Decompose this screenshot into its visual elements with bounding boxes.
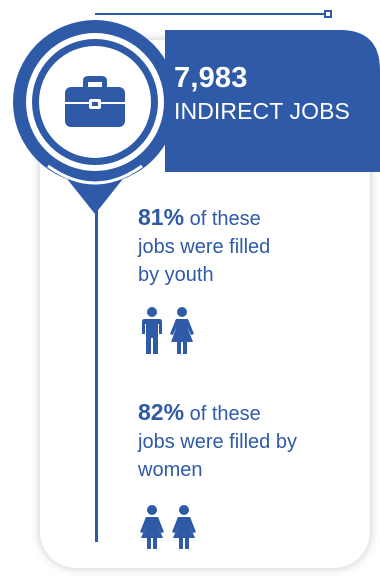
youth-percent: 81% xyxy=(138,204,185,230)
youth-stat-line1: 81% of these xyxy=(138,203,348,233)
timeline-line xyxy=(95,208,98,542)
women-pair-icon xyxy=(138,505,200,549)
women-stat-line3: women xyxy=(138,459,203,481)
indirect-jobs-label: INDIRECT JOBS xyxy=(174,98,350,124)
women-stat: 82% of these jobs were filled by women xyxy=(138,398,348,484)
briefcase-icon xyxy=(65,76,125,127)
women-stat-line1: 82% of these xyxy=(138,398,348,428)
youth-stat-line3: by youth xyxy=(138,264,214,286)
youth-stat: 81% of these jobs were filled by youth xyxy=(138,203,348,289)
youth-stat-text1: of these xyxy=(184,208,261,230)
women-stat-text1: of these xyxy=(184,403,261,425)
women-percent: 82% xyxy=(138,399,185,425)
indirect-jobs-count: 7,983 xyxy=(174,62,248,94)
youth-couple-icon xyxy=(138,307,200,355)
women-stat-line2: jobs were filled by xyxy=(138,431,297,453)
youth-stat-line2: jobs were filled xyxy=(138,236,271,258)
